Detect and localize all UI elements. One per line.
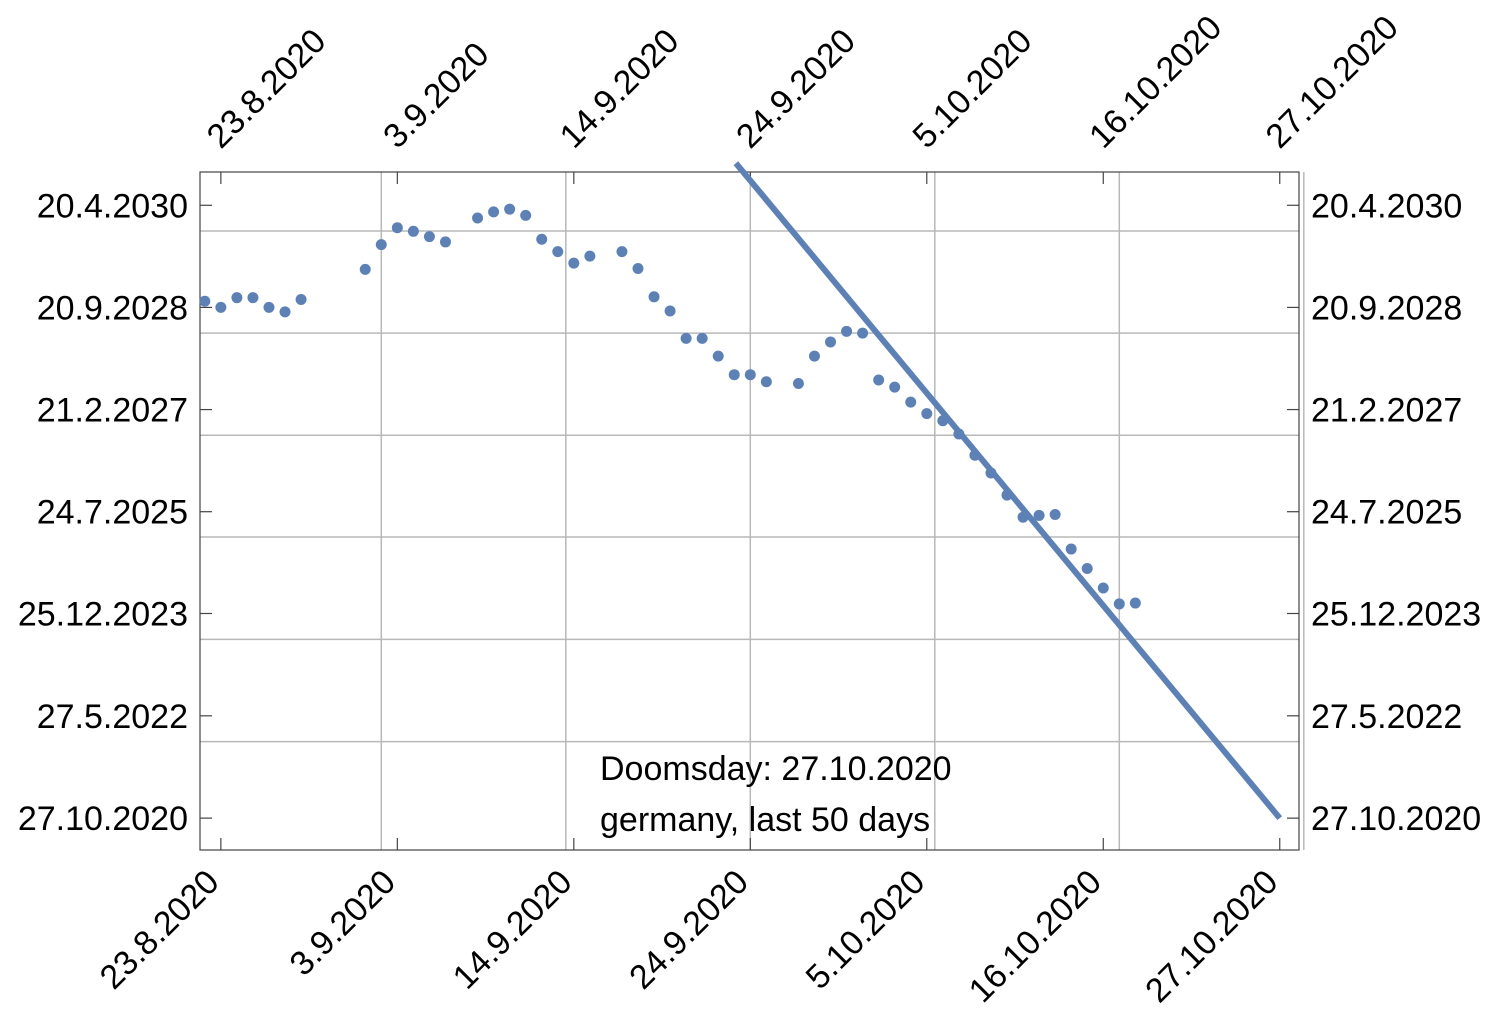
data-point-0-25 <box>680 332 692 344</box>
data-point-0-44 <box>1001 489 1013 501</box>
data-point-0-12 <box>439 236 451 248</box>
data-point-0-26 <box>696 332 708 344</box>
data-point-0-11 <box>423 231 435 243</box>
y-tick-label-right-4: 21.2.2027 <box>1311 392 1462 430</box>
data-points <box>199 203 1141 610</box>
y-tick-label-left-4: 21.2.2027 <box>37 392 188 430</box>
data-point-0-18 <box>552 246 564 258</box>
data-point-0-34 <box>841 325 853 337</box>
x-tick-label-bottom-0: 23.8.2020 <box>93 863 227 997</box>
data-point-0-39 <box>921 408 933 420</box>
y-tick-label-right-6: 20.4.2030 <box>1311 187 1462 225</box>
x-tick-label-bottom-3: 24.9.2020 <box>622 863 756 997</box>
y-tick-label-left-1: 27.5.2022 <box>37 698 188 736</box>
data-point-0-9 <box>391 222 403 234</box>
data-point-0-48 <box>1065 543 1077 555</box>
data-point-0-43 <box>985 467 997 479</box>
y-tick-label-right-5: 20.9.2028 <box>1311 289 1462 327</box>
data-point-0-33 <box>825 336 837 348</box>
data-point-0-7 <box>359 263 371 275</box>
data-point-0-35 <box>857 327 869 339</box>
data-point-0-10 <box>407 225 419 237</box>
data-point-0-52 <box>1129 597 1141 609</box>
data-point-0-17 <box>536 233 548 245</box>
x-tick-label-bottom-6: 27.10.2020 <box>1138 863 1285 1010</box>
x-tick-label-top-1: 3.9.2020 <box>376 35 496 155</box>
x-tick-label-top-6: 27.10.2020 <box>1259 8 1406 155</box>
x-tick-label-top-0: 23.8.2020 <box>200 22 334 156</box>
x-tick-label-bottom-1: 3.9.2020 <box>283 863 403 983</box>
data-point-0-49 <box>1081 563 1093 575</box>
data-point-0-47 <box>1049 509 1061 521</box>
data-point-0-38 <box>905 396 917 408</box>
data-point-0-51 <box>1113 598 1125 610</box>
data-point-0-8 <box>375 239 387 251</box>
x-tick-label-bottom-4: 5.10.2020 <box>799 863 933 997</box>
y-tick-label-right-1: 27.5.2022 <box>1311 698 1462 736</box>
y-tick-label-left-3: 24.7.2025 <box>37 494 188 532</box>
data-point-0-30 <box>760 376 772 388</box>
y-tick-label-left-2: 25.12.2023 <box>18 595 188 633</box>
data-point-0-24 <box>664 305 676 317</box>
data-point-0-14 <box>488 206 500 218</box>
x-tick-label-bottom-2: 14.9.2020 <box>446 863 580 997</box>
data-point-0-22 <box>632 262 644 274</box>
data-point-0-36 <box>873 374 885 386</box>
data-point-0-3 <box>247 292 259 304</box>
data-point-0-40 <box>937 415 949 427</box>
y-tick-label-left-5: 20.9.2028 <box>37 289 188 327</box>
data-point-0-5 <box>279 306 291 318</box>
annotation-subtitle: germany, last 50 days <box>600 801 930 839</box>
data-point-0-19 <box>568 257 580 269</box>
data-point-0-37 <box>889 381 901 393</box>
data-point-0-15 <box>504 203 516 215</box>
x-tick-label-top-3: 24.9.2020 <box>729 22 863 156</box>
axis-ticks <box>200 172 1299 850</box>
x-tick-label-bottom-5: 16.10.2020 <box>962 863 1109 1010</box>
x-tick-label-top-5: 16.10.2020 <box>1082 8 1229 155</box>
annotation-doomsday: Doomsday: 27.10.2020 <box>600 750 952 788</box>
x-tick-label-top-2: 14.9.2020 <box>553 22 687 156</box>
plot-frame <box>199 171 1300 851</box>
x-tick-label-top-4: 5.10.2020 <box>906 22 1040 156</box>
data-point-0-21 <box>616 246 628 258</box>
data-point-0-41 <box>953 428 965 440</box>
data-point-0-46 <box>1033 509 1045 521</box>
y-tick-label-right-3: 24.7.2025 <box>1311 494 1462 532</box>
data-point-0-2 <box>231 292 243 304</box>
data-point-0-50 <box>1097 582 1109 594</box>
data-point-0-13 <box>472 212 484 224</box>
y-tick-label-left-6: 20.4.2030 <box>37 187 188 225</box>
grid-lines <box>200 172 1305 850</box>
data-point-0-4 <box>263 301 275 313</box>
tick-labels: 23.8.2020 23.8.2020 3.9.2020 3.9.2020 14.9.2… <box>18 8 1481 1010</box>
data-point-0-42 <box>969 449 981 461</box>
data-point-0-28 <box>728 369 740 381</box>
data-point-0-29 <box>744 369 756 381</box>
y-tick-label-right-0: 27.10.2020 <box>1311 800 1481 838</box>
data-point-0-27 <box>712 350 724 362</box>
data-point-0-1 <box>215 301 227 313</box>
data-point-0-31 <box>792 378 804 390</box>
data-point-0-20 <box>584 250 596 262</box>
data-point-0-0 <box>199 295 211 307</box>
data-point-0-16 <box>520 209 532 221</box>
data-point-0-6 <box>295 293 307 305</box>
data-point-0-32 <box>808 350 820 362</box>
data-point-0-23 <box>648 291 660 303</box>
y-tick-label-left-0: 27.10.2020 <box>18 800 188 838</box>
data-point-0-45 <box>1017 511 1029 523</box>
y-tick-label-right-2: 25.12.2023 <box>1311 595 1481 633</box>
